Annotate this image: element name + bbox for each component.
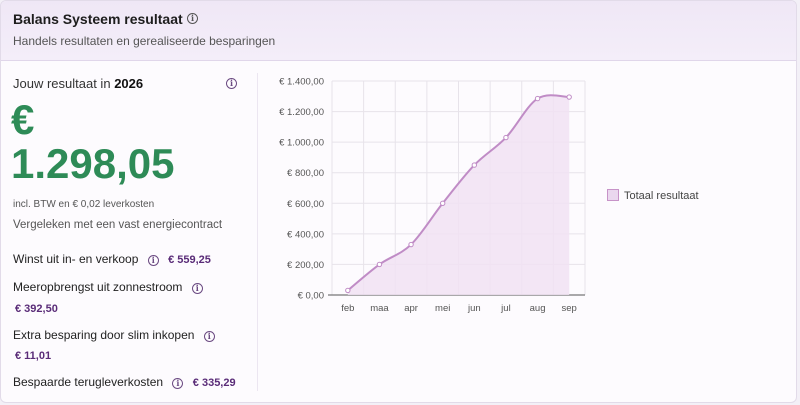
data-point [471, 162, 478, 168]
y-tick-label: € 1.400,00 [279, 77, 324, 88]
info-icon[interactable]: i [147, 255, 159, 266]
x-tick-label: maa [370, 303, 389, 314]
panel-divider [257, 73, 258, 391]
row-feedin-label: Bespaarde terugleverkosten i € 335,29 [13, 375, 236, 389]
data-point [566, 94, 572, 100]
year-prefix: Jouw resultaat in [13, 76, 111, 91]
legend-label: Totaal resultaat [624, 190, 699, 202]
data-point [439, 200, 446, 206]
row-solar-label: Meeropbrengst uit zonnestroom i [13, 280, 203, 294]
row-feedin-value: € 335,29 [192, 377, 236, 389]
row-trading-label: Winst uit in- en verkoop i € 559,25 [13, 252, 211, 266]
total-value: 1.298,05 [11, 140, 175, 187]
y-tick-label: € 400,00 [287, 229, 324, 240]
year-line: Jouw resultaat in 2026 [13, 76, 143, 91]
x-tick-label: sep [562, 303, 577, 314]
series-line [347, 94, 570, 292]
legend-swatch [607, 189, 619, 201]
total-currency: € [11, 96, 35, 143]
data-point [376, 261, 383, 268]
info-icon[interactable]: i [191, 283, 203, 294]
row-trading-value: € 559,25 [168, 254, 211, 266]
x-tick-label: feb [341, 303, 354, 314]
row-label-text: Bespaarde terugleverkosten [13, 375, 164, 389]
row-solar-value: € 392,50 [15, 303, 58, 315]
total-amount: € 1.298,05 [11, 98, 175, 186]
info-icon[interactable]: i [226, 78, 237, 89]
info-icon[interactable]: i [203, 331, 215, 342]
y-tick-label: € 200,00 [287, 260, 324, 271]
info-icon[interactable]: i [172, 378, 184, 389]
x-tick-label: mei [435, 303, 450, 314]
card-subtitle: Handels resultaten en gerealiseerde besp… [13, 34, 276, 48]
x-tick-label: aug [530, 303, 546, 314]
row-purchase-value: € 11,01 [15, 350, 52, 362]
row-label-text: Extra besparing door slim inkopen [13, 328, 195, 342]
x-tick-label: jul [500, 303, 511, 314]
data-point [534, 95, 541, 102]
card-header: Balans Systeem resultaat i Handels resul… [1, 1, 796, 61]
results-chart: € 0,00 € 200,00 € 400,00 € 600,00 € 800,00 € … [279, 77, 586, 314]
summary-panel: Jouw resultaat in 2026 € 1.298,05 incl. … [1, 62, 257, 392]
series-area-fill [347, 95, 570, 295]
x-tick-label: apr [404, 303, 418, 314]
compare-note: Vergeleken met een vast energiecontract [13, 219, 223, 231]
y-tick-label: € 600,00 [287, 199, 324, 210]
incl-note: incl. BTW en € 0,02 leverkosten [13, 199, 155, 210]
data-point [345, 287, 351, 294]
info-icon[interactable]: i [187, 13, 198, 24]
card-title: Balans Systeem resultaat [13, 11, 183, 27]
y-tick-label: € 1.200,00 [279, 107, 324, 118]
row-label-text: Winst uit in- en verkoop [13, 252, 139, 266]
row-purchase-label: Extra besparing door slim inkopen i [13, 328, 215, 342]
chart-legend[interactable]: Totaal resultaat [607, 189, 699, 202]
year-value: 2026 [114, 76, 144, 91]
y-tick-label: € 800,00 [287, 168, 324, 179]
y-tick-label: € 0,00 [298, 291, 324, 302]
row-label-text: Meeropbrengst uit zonnestroom [13, 280, 183, 294]
data-point [503, 134, 509, 141]
x-tick-label: jun [467, 303, 481, 314]
y-tick-label: € 1.000,00 [279, 138, 324, 149]
data-point [408, 241, 414, 248]
